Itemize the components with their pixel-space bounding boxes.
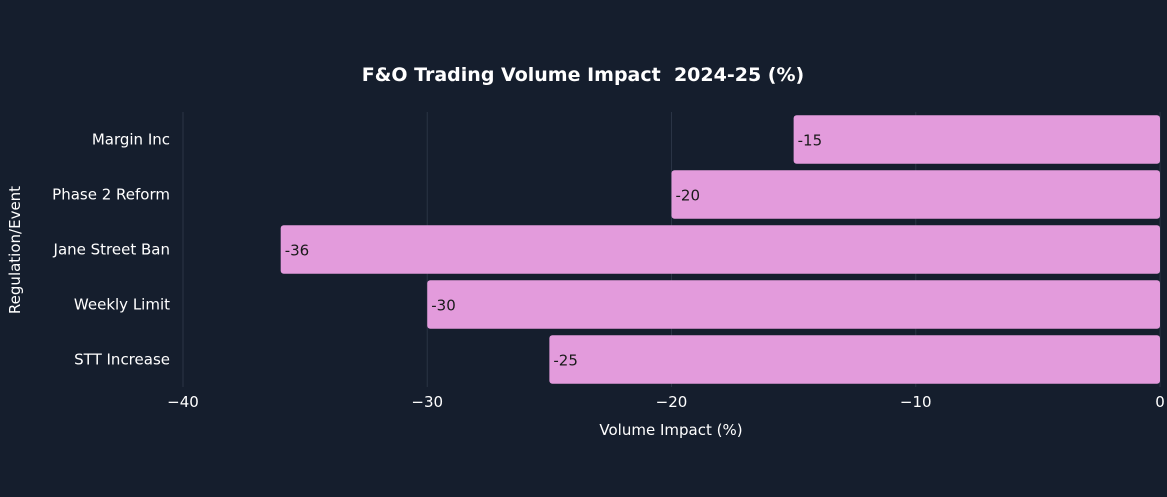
bar: [280, 225, 1160, 274]
data-label: -25: [553, 352, 578, 370]
x-axis-label: Volume Impact (%): [599, 421, 742, 439]
x-tick-label: −30: [411, 393, 443, 411]
y-axis-label: Regulation/Event: [6, 186, 24, 314]
category-label: Margin Inc: [92, 131, 170, 149]
data-label: -36: [285, 242, 310, 260]
x-tick-label: −20: [656, 393, 688, 411]
category-label: Jane Street Ban: [53, 241, 170, 259]
x-tick-label: −40: [167, 393, 199, 411]
x-tick-label: −10: [900, 393, 932, 411]
chart-title: F&O Trading Volume Impact 2024-25 (%): [362, 64, 804, 86]
bar: [793, 115, 1160, 164]
bar: [549, 335, 1160, 384]
data-label: -15: [798, 132, 823, 150]
bar: [427, 280, 1160, 329]
x-tick-label: 0: [1155, 393, 1165, 411]
data-label: -20: [676, 187, 701, 205]
category-label: Weekly Limit: [74, 296, 170, 314]
category-label: Phase 2 Reform: [52, 186, 170, 204]
bar: [671, 170, 1160, 219]
category-label: STT Increase: [74, 351, 170, 369]
data-label: -30: [431, 297, 456, 315]
